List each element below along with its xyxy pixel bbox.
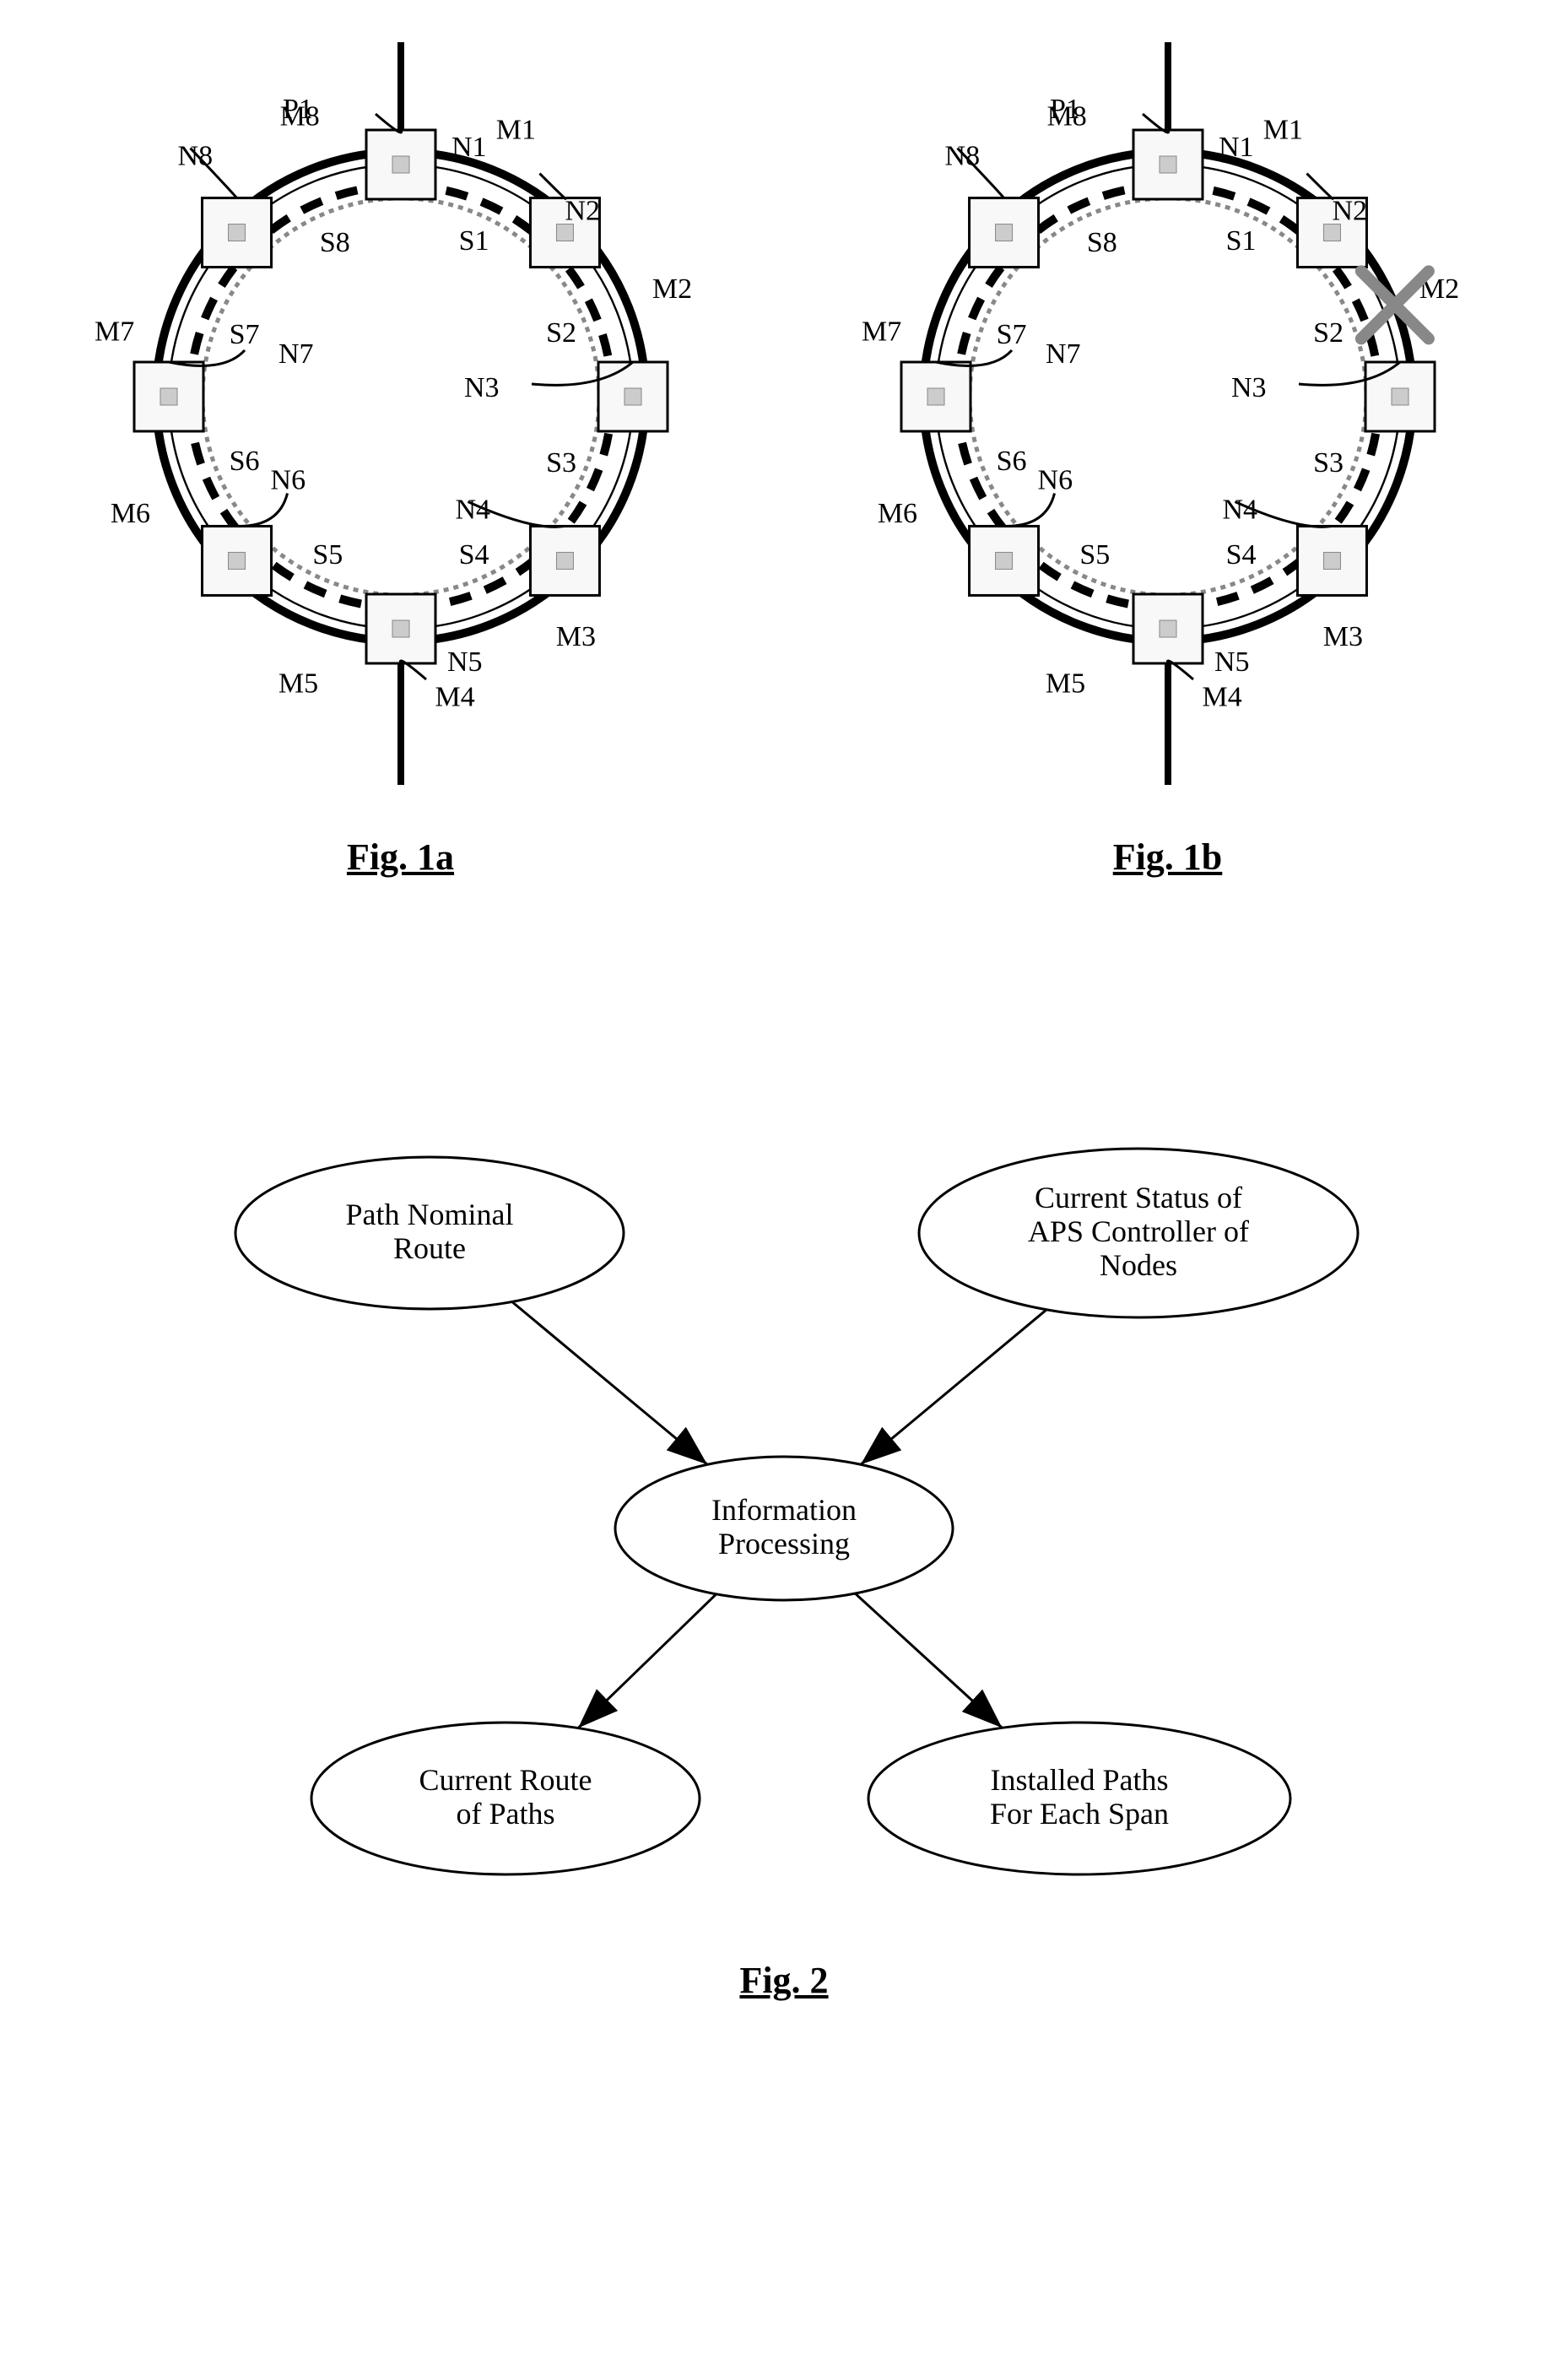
flow-ellipse-text: of Paths bbox=[457, 1797, 555, 1831]
flow-wrap: Path NominalRoute Current Status ofAPS Co… bbox=[17, 1132, 1551, 1891]
node-label: N5 bbox=[1214, 646, 1250, 678]
m-label: M6 bbox=[877, 498, 916, 529]
flow-arrow bbox=[861, 1310, 1046, 1464]
flow-arrow bbox=[512, 1301, 707, 1464]
s-label: S8 bbox=[319, 227, 349, 258]
node-core bbox=[392, 156, 409, 173]
flow-ellipse-text: Route bbox=[393, 1231, 466, 1265]
m-label: M4 bbox=[435, 682, 474, 713]
node-core bbox=[1392, 388, 1408, 405]
s-label: S1 bbox=[1225, 225, 1256, 257]
node-label: N7 bbox=[1046, 338, 1081, 370]
m-label: M4 bbox=[1202, 682, 1241, 713]
s-label: S4 bbox=[458, 539, 489, 571]
s-label: S1 bbox=[458, 225, 489, 257]
caption-fig2: Fig. 2 bbox=[17, 1959, 1551, 2002]
flow-ellipse-text: Information bbox=[711, 1493, 857, 1527]
node-label: N1 bbox=[1219, 132, 1254, 163]
m-label: M3 bbox=[555, 621, 595, 652]
m-label: M8 bbox=[279, 100, 319, 132]
node-core bbox=[624, 388, 641, 405]
s-label: S7 bbox=[229, 319, 259, 350]
node-label: N1 bbox=[451, 132, 487, 163]
s-label: S7 bbox=[996, 319, 1026, 350]
m-label: M8 bbox=[1046, 100, 1086, 132]
flow-ellipse-text: Current Status of bbox=[1035, 1181, 1242, 1214]
m-label: M5 bbox=[1045, 668, 1084, 699]
ring-a-wrap: N1P1N2N3N4N5N6N7N8M1M2M3M4M5M6M7M8S1S2S3… bbox=[38, 34, 764, 879]
node-label: N2 bbox=[1332, 196, 1367, 227]
node-core bbox=[228, 224, 245, 241]
s-label: S6 bbox=[996, 446, 1026, 477]
m-label: M3 bbox=[1322, 621, 1362, 652]
node-core bbox=[995, 552, 1012, 569]
node-core bbox=[1160, 620, 1176, 637]
node-label: N7 bbox=[278, 338, 314, 370]
flow-arrow bbox=[578, 1594, 716, 1728]
node-label: N8 bbox=[177, 141, 213, 172]
node-label: N3 bbox=[1231, 372, 1267, 403]
flow-ellipse-text: Installed Paths bbox=[991, 1763, 1169, 1797]
m-label: M7 bbox=[861, 316, 900, 347]
m-label: M6 bbox=[110, 498, 149, 529]
flow-ellipse-text: For Each Span bbox=[990, 1797, 1169, 1831]
node-label: N6 bbox=[1037, 464, 1073, 495]
caption-fig1a: Fig. 1a bbox=[38, 836, 764, 879]
node-label: N4 bbox=[455, 494, 490, 525]
s-label: S2 bbox=[546, 317, 576, 349]
flow-ellipse-text: Current Route bbox=[419, 1763, 592, 1797]
flow-arrow bbox=[855, 1593, 1002, 1728]
ring-pair: N1P1N2N3N4N5N6N7N8M1M2M3M4M5M6M7M8S1S2S3… bbox=[17, 34, 1551, 879]
s-label: S3 bbox=[546, 447, 576, 479]
s-label: S5 bbox=[1079, 539, 1110, 571]
node-core bbox=[392, 620, 409, 637]
m-label: M5 bbox=[278, 668, 317, 699]
s-label: S3 bbox=[1313, 447, 1344, 479]
node-label: N8 bbox=[944, 141, 980, 172]
node-core bbox=[1323, 552, 1340, 569]
ring-a-diagram: N1P1N2N3N4N5N6N7N8M1M2M3M4M5M6M7M8S1S2S3… bbox=[38, 34, 764, 793]
node-label: N3 bbox=[464, 372, 500, 403]
node-label: N6 bbox=[270, 464, 305, 495]
s-label: S8 bbox=[1086, 227, 1117, 258]
page-root: N1P1N2N3N4N5N6N7N8M1M2M3M4M5M6M7M8S1S2S3… bbox=[17, 34, 1551, 2352]
flow-ellipse-text: Nodes bbox=[1100, 1248, 1177, 1282]
node-core bbox=[556, 552, 573, 569]
flow-ellipse-text: APS Controller of bbox=[1028, 1214, 1249, 1248]
m-label: M1 bbox=[1263, 114, 1302, 145]
node-core bbox=[1160, 156, 1176, 173]
node-core bbox=[228, 552, 245, 569]
node-label: N2 bbox=[565, 196, 600, 227]
flow-ellipse-text: Path Nominal bbox=[346, 1198, 514, 1231]
node-label: N5 bbox=[447, 646, 483, 678]
s-label: S4 bbox=[1225, 539, 1256, 571]
s-label: S2 bbox=[1313, 317, 1344, 349]
s-label: S6 bbox=[229, 446, 259, 477]
m-label: M1 bbox=[495, 114, 535, 145]
flow-diagram: Path NominalRoute Current Status ofAPS Co… bbox=[151, 1132, 1417, 1891]
node-label: N4 bbox=[1222, 494, 1257, 525]
s-label: S5 bbox=[312, 539, 343, 571]
node-core bbox=[927, 388, 944, 405]
caption-fig1b: Fig. 1b bbox=[805, 836, 1531, 879]
node-core bbox=[995, 224, 1012, 241]
node-core bbox=[160, 388, 177, 405]
flow-ellipse-text: Processing bbox=[718, 1527, 850, 1560]
ring-b-diagram: N1P1N2N3N4N5N6N7N8M1M2M3M4M5M6M7M8S1S2S3… bbox=[805, 34, 1531, 793]
m-label: M2 bbox=[652, 273, 691, 305]
ring-b-wrap: N1P1N2N3N4N5N6N7N8M1M2M3M4M5M6M7M8S1S2S3… bbox=[805, 34, 1531, 879]
m-label: M7 bbox=[94, 316, 133, 347]
